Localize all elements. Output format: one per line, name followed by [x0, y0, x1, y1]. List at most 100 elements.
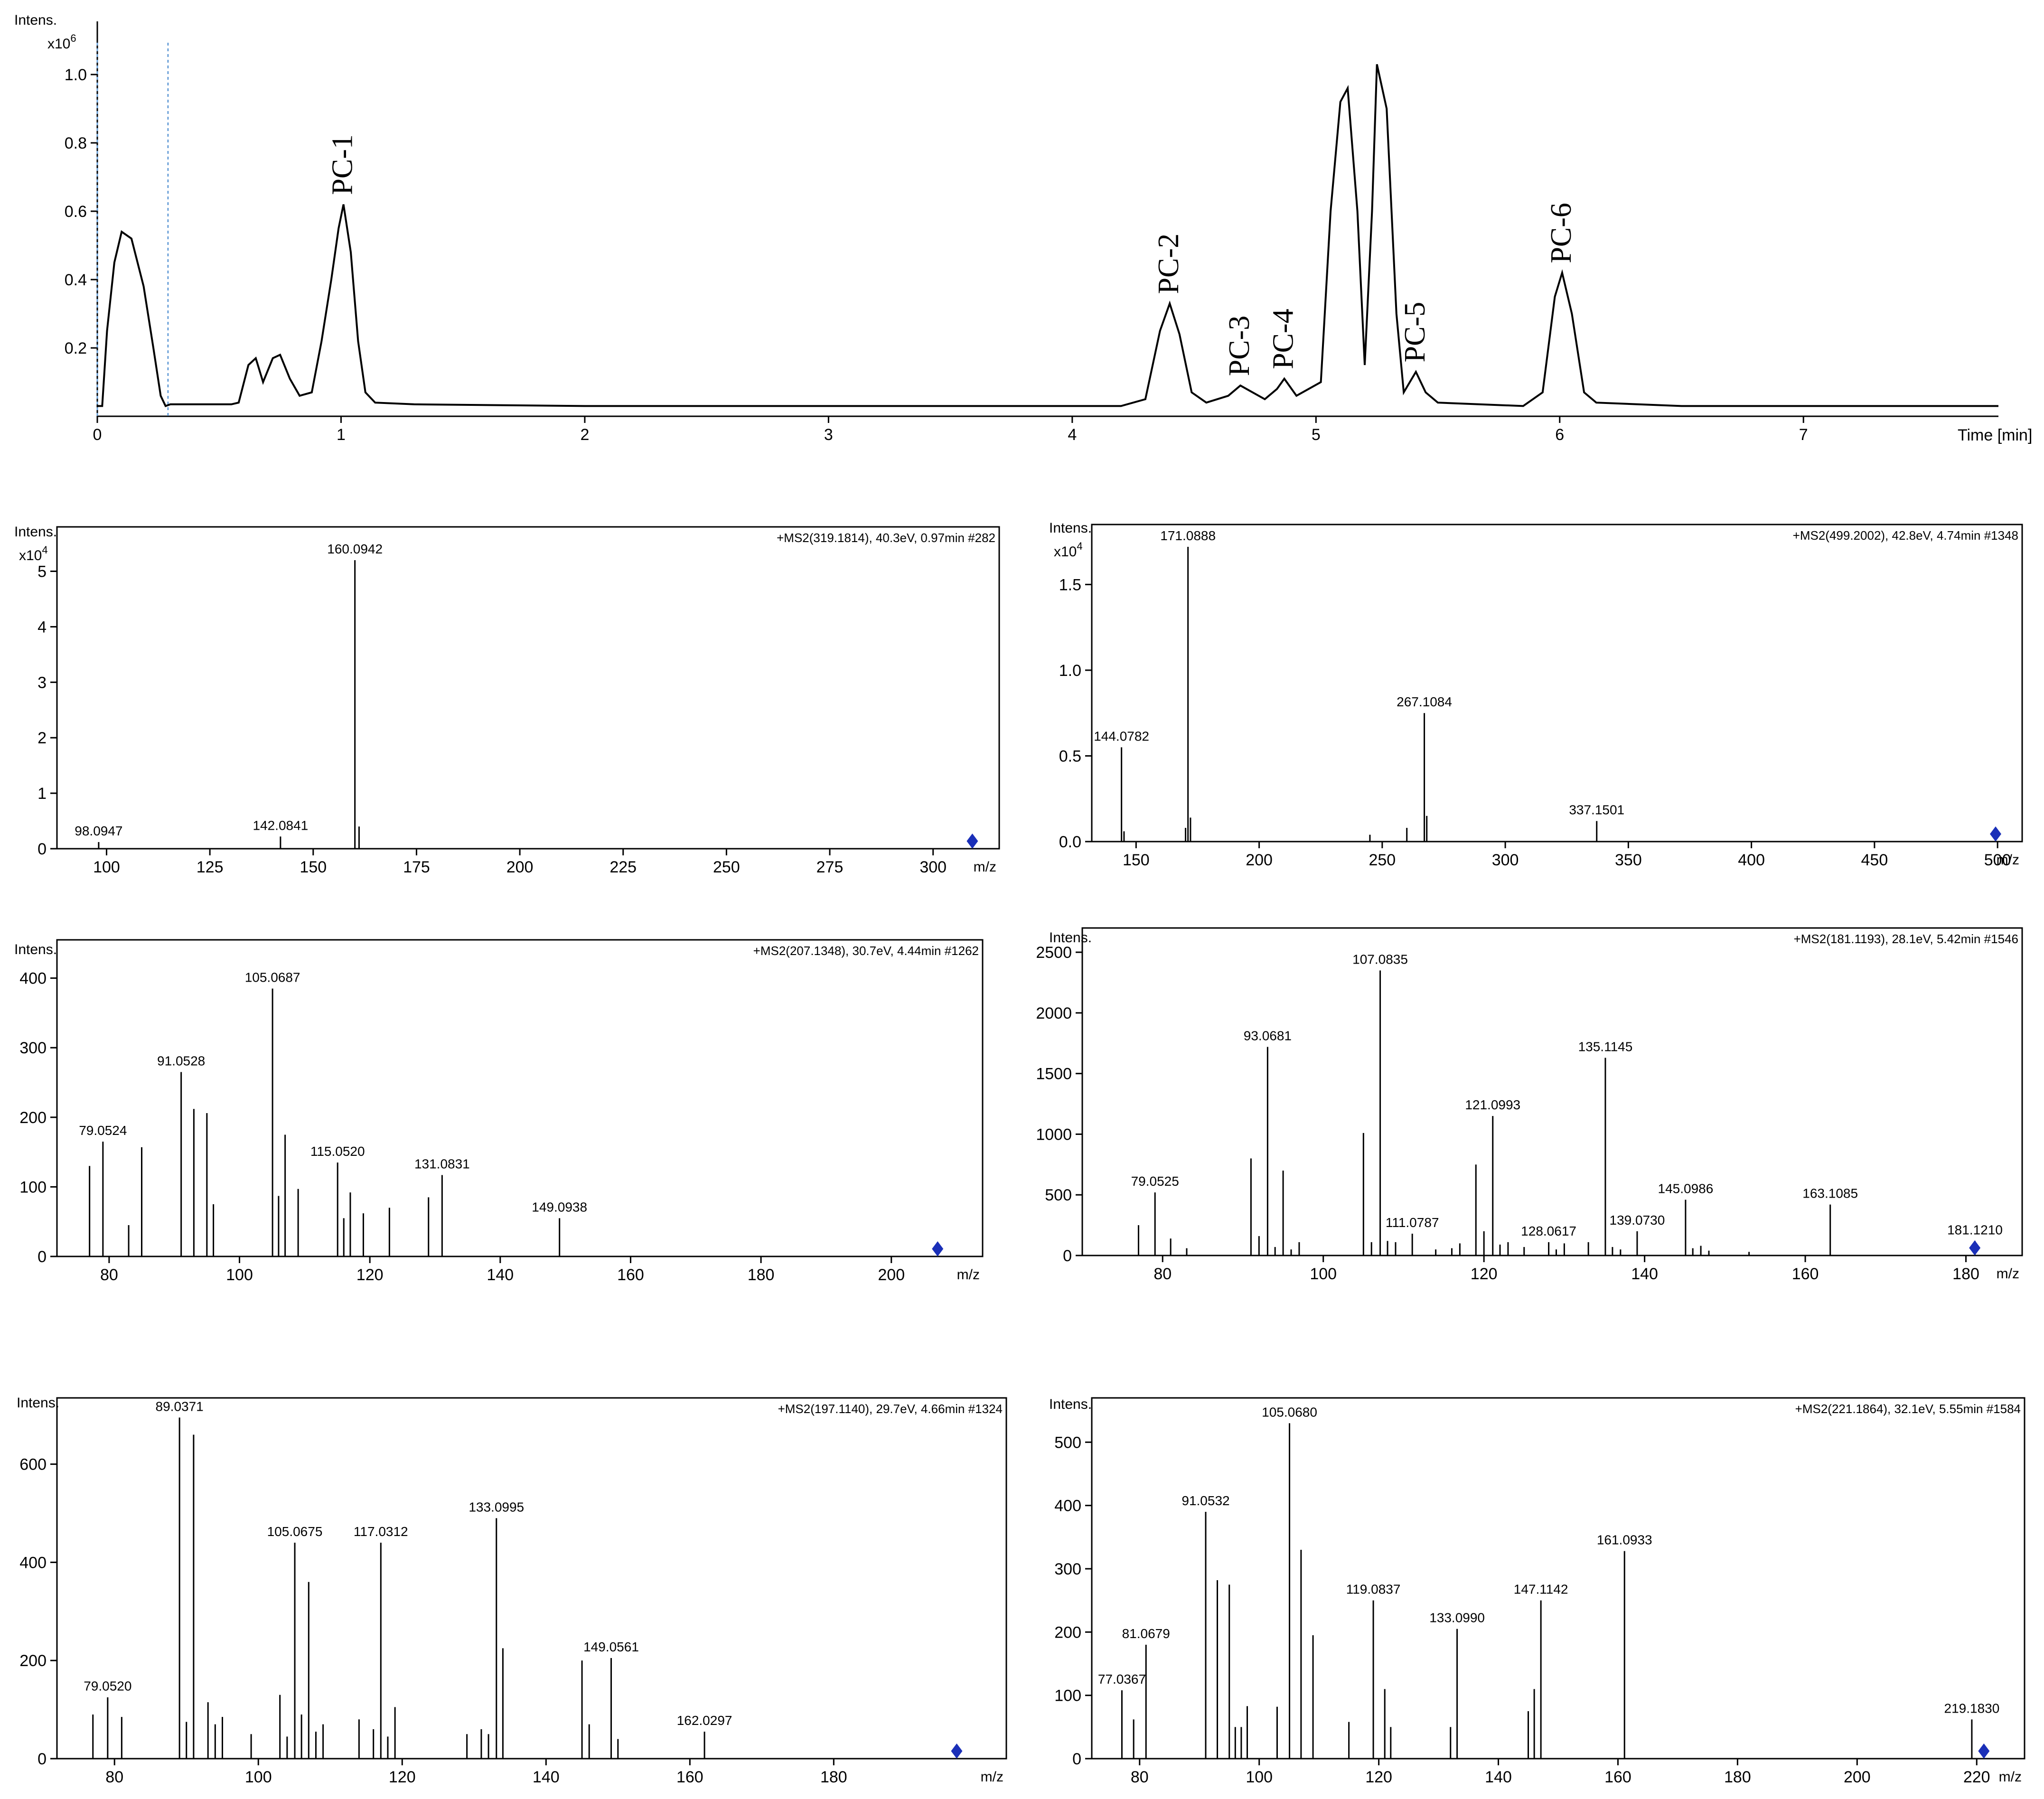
- peak-annotation: PC-3: [1223, 316, 1256, 376]
- plot-frame: [1091, 524, 2023, 843]
- ms4-panel: Intens. +MS2(181.1193), 28.1eV, 5.42min #…: [1036, 927, 2023, 1283]
- x-tick-label: 180: [748, 1266, 775, 1284]
- peak-label: 105.0675: [267, 1524, 323, 1539]
- peak-label: 162.0297: [677, 1713, 732, 1728]
- x-tick-label: 120: [1471, 1265, 1498, 1283]
- x-tick-label: 140: [487, 1266, 514, 1284]
- x-tick-label: 125: [197, 858, 224, 876]
- peak-label: 131.0831: [414, 1156, 470, 1171]
- chromatogram-trace: [97, 64, 1998, 407]
- y-tick-label: 500: [1045, 1186, 1072, 1204]
- x-tick-label: 200: [1246, 851, 1273, 869]
- plot-frame: [1081, 927, 2023, 1256]
- peak-label: 133.0995: [469, 1499, 524, 1514]
- precursor-marker-icon: [1990, 826, 2001, 842]
- peak-label: 161.0933: [1597, 1533, 1652, 1547]
- x-tick-label: 275: [816, 858, 844, 876]
- x-tick-label: 140: [1631, 1265, 1658, 1283]
- x-axis-label: m/z: [1999, 1769, 2022, 1785]
- peak-label: 147.1142: [1514, 1582, 1568, 1597]
- y-tick-label: 0.2: [65, 339, 87, 357]
- x-tick-label: 180: [1952, 1265, 1979, 1283]
- x-axis-label: m/z: [974, 859, 996, 875]
- y-tick-label: 0.6: [65, 203, 87, 221]
- y-tick-label: 200: [1054, 1623, 1081, 1641]
- x-tick-label: 250: [1369, 851, 1396, 869]
- peak-label: 105.0680: [1262, 1405, 1317, 1419]
- peak-label: 98.0947: [75, 824, 122, 838]
- scan-header: +MS2(197.1140), 29.7eV, 4.66min #1324: [778, 1402, 1003, 1416]
- y-axis-label: Intens.: [14, 524, 57, 540]
- ms3-panel: Intens. +MS2(207.1348), 30.7eV, 4.44min #…: [14, 939, 984, 1284]
- peak-label: 79.0525: [1131, 1174, 1179, 1189]
- y-tick-label: 3: [38, 674, 47, 692]
- ms1-panel: Intens. x104 +MS2(319.1814), 40.3eV, 0.97m…: [14, 524, 1000, 876]
- peak-label: 139.0730: [1610, 1213, 1665, 1227]
- x-tick-label: 150: [300, 858, 327, 876]
- x-tick-label: 3: [824, 426, 833, 444]
- x-tick-label: 120: [356, 1266, 384, 1284]
- x-tick-label: 250: [713, 858, 740, 876]
- y-tick-label: 0.0: [1059, 833, 1081, 851]
- y-tick-label: 0: [38, 840, 47, 858]
- peak-label: 337.1501: [1569, 803, 1624, 817]
- peak-annotation: PC-2: [1153, 234, 1185, 294]
- peak-annotation: PC-6: [1545, 203, 1577, 263]
- y-tick-label: 0.4: [65, 271, 87, 289]
- precursor-marker-icon: [1978, 1743, 1990, 1759]
- y-tick-label: 300: [1054, 1560, 1081, 1578]
- y-tick-label: 0.8: [65, 134, 87, 152]
- peak-label: 91.0528: [157, 1054, 205, 1068]
- x-tick-label: 160: [617, 1266, 644, 1284]
- peak-label: 135.1145: [1578, 1039, 1633, 1054]
- y-tick-label: 1.5: [1059, 576, 1081, 594]
- x-tick-label: 160: [1604, 1768, 1631, 1786]
- precursor-marker-icon: [1969, 1240, 1981, 1256]
- y-tick-label: 400: [19, 1554, 47, 1572]
- y-axis-label: Intens.: [1049, 930, 1092, 946]
- x-tick-label: 180: [1724, 1768, 1751, 1786]
- x-tick-label: 220: [1963, 1768, 1990, 1786]
- peak-label: 79.0520: [84, 1679, 131, 1694]
- x-tick-label: 200: [1844, 1768, 1871, 1786]
- y-tick-label: 0: [1063, 1247, 1072, 1265]
- scan-header: +MS2(207.1348), 30.7eV, 4.44min #1262: [753, 944, 979, 958]
- x-tick-label: 450: [1861, 851, 1888, 869]
- peak-label: 267.1084: [1397, 694, 1452, 709]
- x-tick-label: 80: [1131, 1768, 1149, 1786]
- peak-label: 133.0990: [1429, 1611, 1485, 1625]
- peak-label: 181.1210: [1947, 1222, 2003, 1237]
- x-tick-label: 160: [676, 1768, 703, 1786]
- x-tick-label: 2: [580, 426, 589, 444]
- y-axis-label: Intens.: [1049, 1396, 1092, 1412]
- x-tick-label: 200: [878, 1266, 905, 1284]
- y-scale-label: x104: [19, 544, 48, 563]
- x-axis-label: m/z: [1997, 1266, 2019, 1282]
- peak-annotation: PC-4: [1267, 309, 1300, 369]
- peak-label: 115.0520: [310, 1144, 365, 1159]
- precursor-marker-icon: [951, 1743, 963, 1759]
- y-axis-label: Intens.: [14, 942, 57, 957]
- y-tick-label: 0: [38, 1248, 47, 1266]
- y-tick-label: 1500: [1036, 1065, 1072, 1083]
- x-tick-label: 80: [1153, 1265, 1172, 1283]
- x-tick-label: 300: [1492, 851, 1519, 869]
- peak-label: 77.0367: [1098, 1672, 1146, 1687]
- chromatogram-panel: Intens. x106 0.2 0.4 0.6 0.8 1.0 0 1 2 3 4 5 6 7 Time […: [14, 12, 2032, 444]
- y-tick-label: 4: [38, 618, 47, 636]
- peak-label: 119.0837: [1346, 1582, 1401, 1597]
- y-tick-label: 600: [19, 1456, 47, 1474]
- y-tick-label: 1000: [1036, 1125, 1072, 1143]
- x-tick-label: 7: [1799, 426, 1808, 444]
- y-axis-label: Intens.: [1049, 520, 1092, 536]
- x-tick-label: 100: [1310, 1265, 1337, 1283]
- y-tick-label: 2000: [1036, 1004, 1072, 1022]
- peak-label: 121.0993: [1465, 1097, 1520, 1112]
- y-tick-label: 2: [38, 729, 47, 747]
- x-tick-label: 100: [226, 1266, 253, 1284]
- ms6-panel: Intens. +MS2(221.1864), 32.1eV, 5.55min #…: [1049, 1396, 2025, 1786]
- scan-header: +MS2(319.1814), 40.3eV, 0.97min #282: [777, 531, 995, 545]
- x-tick-label: 200: [506, 858, 534, 876]
- x-tick-label: 80: [105, 1768, 123, 1786]
- peak-annotation: PC-5: [1399, 302, 1431, 362]
